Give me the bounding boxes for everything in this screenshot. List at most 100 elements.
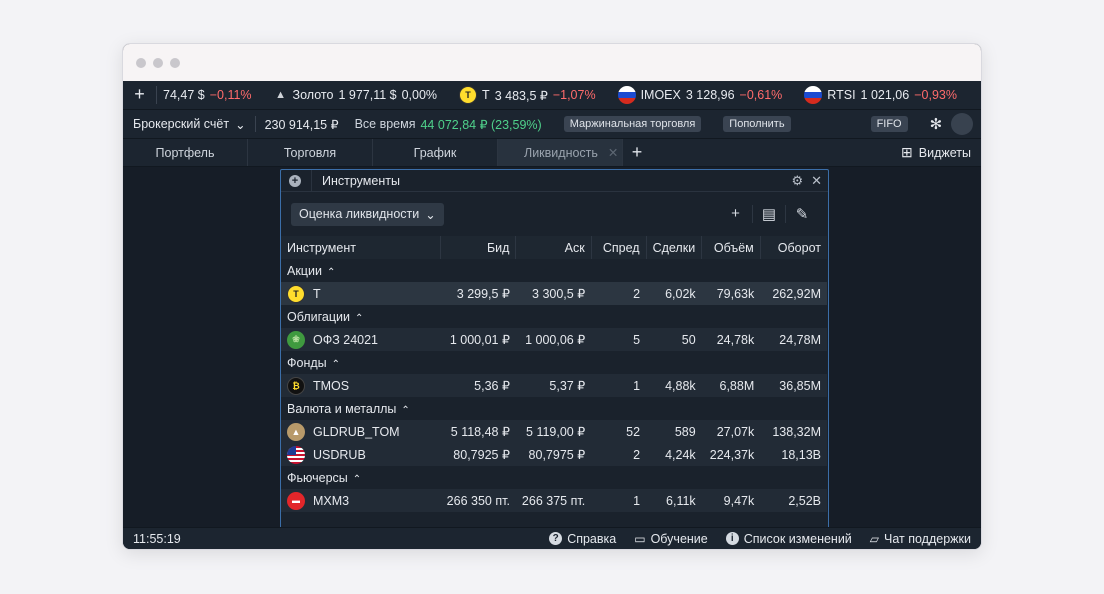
ticker-item[interactable]: ▲ Золото 1 977,11 $ 0,00% bbox=[274, 88, 437, 102]
fifo-badge[interactable]: FIFO bbox=[870, 116, 908, 132]
account-balance: 230 914,15 ₽ bbox=[264, 117, 339, 132]
window-minimize-dot[interactable] bbox=[153, 57, 163, 68]
status-links: ? Справка ▭ Обучение i Список изменений … bbox=[549, 532, 971, 546]
spread-cell: 1 bbox=[591, 489, 647, 512]
ticker-item[interactable]: IMOEX 3 128,96 −0,61% bbox=[617, 86, 783, 104]
liquidity-mode-dropdown[interactable]: Оценка ликвидности ⌄ bbox=[291, 202, 444, 226]
all-time-label[interactable]: Все время bbox=[354, 117, 416, 131]
learning-link[interactable]: ▭ Обучение bbox=[634, 532, 708, 546]
column-header-deals[interactable]: Сделки bbox=[645, 236, 702, 259]
divider bbox=[254, 116, 256, 132]
help-label: Справка bbox=[567, 531, 617, 546]
close-icon[interactable]: ✕ bbox=[811, 172, 822, 188]
account-selector-label: Брокерский счёт bbox=[133, 117, 230, 131]
tab-portfolio[interactable]: Портфель bbox=[123, 139, 248, 166]
tab-chart[interactable]: График bbox=[373, 139, 498, 166]
table-row[interactable]: ₿ TMOS 5,36 ₽ 5,37 ₽ 1 4,88k 6,88M 36,85M bbox=[281, 374, 827, 397]
widgets-button[interactable]: ⊞ Виджеты bbox=[901, 139, 981, 166]
tab-bar: Портфель Торговля График Ликвидность ✕ +… bbox=[123, 139, 981, 167]
comment-icon[interactable]: ▤ bbox=[752, 205, 785, 223]
turnover-cell: 18,13B bbox=[760, 443, 827, 466]
widget-header: + Инструменты ⚙ ✕ bbox=[281, 170, 828, 192]
chevron-up-icon: ⌃ bbox=[401, 404, 410, 416]
ask-cell: 80,7975 ₽ bbox=[515, 443, 592, 466]
column-header-bid[interactable]: Бид bbox=[440, 236, 516, 259]
ticker-price: 1 977,11 $ bbox=[338, 88, 397, 102]
bid-cell: 5 118,48 ₽ bbox=[440, 420, 516, 443]
window-close-dot[interactable] bbox=[136, 57, 146, 68]
group-label: Фьючерсы bbox=[287, 470, 348, 485]
clock: 11:55:19 bbox=[133, 531, 181, 546]
window-maximize-dot[interactable] bbox=[170, 57, 180, 68]
chevron-down-icon: ⌄ bbox=[425, 207, 436, 222]
settings-snowflake-icon[interactable]: ✻ bbox=[929, 116, 943, 133]
changelog-link[interactable]: i Список изменений bbox=[725, 531, 852, 546]
russia-flag-icon bbox=[617, 86, 636, 104]
chevron-down-icon: ⌄ bbox=[235, 117, 246, 132]
ticker-bar: + 74,47 $ −0,11% ▲ Золото 1 977,11 $ 0,0… bbox=[123, 81, 981, 110]
workspace: + Инструменты ⚙ ✕ Оценка ликвидности ⌄ +… bbox=[123, 167, 981, 529]
group-row-futures[interactable]: Фьючерсы ⌃ bbox=[281, 466, 827, 489]
plus-icon[interactable]: + bbox=[731, 205, 740, 222]
changelog-label: Список изменений bbox=[743, 531, 852, 546]
column-header-spread[interactable]: Спред bbox=[590, 236, 647, 259]
bid-cell: 266 350 пт. bbox=[440, 489, 516, 512]
ticker-item[interactable]: 74,47 $ −0,11% bbox=[163, 88, 252, 102]
spread-cell: 1 bbox=[591, 374, 647, 397]
all-time-value: 44 072,84 ₽ (23,59%) bbox=[420, 117, 542, 132]
table-row[interactable]: ❀ ОФЗ 24021 1 000,01 ₽ 1 000,06 ₽ 5 50 24… bbox=[281, 328, 827, 351]
tab-liquidity[interactable]: Ликвидность ✕ bbox=[498, 139, 623, 166]
ask-cell: 266 375 пт. bbox=[515, 489, 592, 512]
ticker-price: 3 128,96 bbox=[685, 88, 735, 102]
account-bar: Брокерский счёт ⌄ 230 914,15 ₽ Все время… bbox=[123, 110, 981, 139]
app-window: + 74,47 $ −0,11% ▲ Золото 1 977,11 $ 0,0… bbox=[122, 43, 982, 550]
group-row-bonds[interactable]: Облигации ⌃ bbox=[281, 305, 827, 328]
ticker-name: Золото bbox=[292, 88, 334, 102]
topup-button[interactable]: Пополнить bbox=[723, 116, 791, 132]
volume-cell: 224,37k bbox=[701, 443, 761, 466]
instrument-name: USDRUB bbox=[313, 447, 366, 462]
chat-bubble-icon: ▱ bbox=[869, 531, 880, 546]
group-row-funds[interactable]: Фонды ⌃ bbox=[281, 351, 827, 374]
ticker-change: −0,61% bbox=[739, 88, 783, 102]
column-header-turnover[interactable]: Оборот bbox=[759, 236, 827, 259]
deals-cell: 589 bbox=[646, 420, 702, 443]
margin-trading-button[interactable]: Маржинальная торговля bbox=[563, 116, 702, 132]
close-icon[interactable]: ✕ bbox=[607, 146, 619, 160]
ticker-change: −0,93% bbox=[914, 88, 957, 102]
table-row[interactable]: USDRUB 80,7925 ₽ 80,7975 ₽ 2 4,24k 224,3… bbox=[281, 443, 827, 466]
pencil-icon[interactable]: ✎ bbox=[785, 205, 818, 223]
add-tab-button[interactable]: + bbox=[631, 142, 643, 162]
table-row[interactable]: ▬ MXM3 266 350 пт. 266 375 пт. 1 6,11k 9,… bbox=[281, 489, 827, 512]
tab-label: Портфель bbox=[155, 145, 215, 160]
moex-futures-icon: ▬ bbox=[287, 491, 305, 510]
add-ticker-button[interactable]: + bbox=[123, 85, 157, 104]
support-chat-link[interactable]: ▱ Чат поддержки bbox=[870, 532, 971, 546]
column-header-instrument[interactable]: Инструмент bbox=[281, 236, 441, 259]
tab-trading[interactable]: Торговля bbox=[248, 139, 373, 166]
ticker-name: IMOEX bbox=[640, 88, 681, 102]
volume-cell: 27,07k bbox=[701, 420, 761, 443]
ticker-item[interactable]: RTSI 1 021,06 −0,93% bbox=[804, 86, 957, 104]
instrument-name: GLDRUB_TOM bbox=[313, 424, 400, 439]
instrument-name: ОФЗ 24021 bbox=[313, 332, 379, 347]
account-selector[interactable]: Брокерский счёт ⌄ bbox=[133, 117, 246, 132]
group-row-currency-metals[interactable]: Валюта и металлы ⌃ bbox=[281, 397, 827, 420]
column-header-ask[interactable]: Аск bbox=[515, 236, 592, 259]
ask-cell: 5 119,00 ₽ bbox=[515, 420, 592, 443]
avatar[interactable] bbox=[951, 113, 973, 135]
ofz-emblem-icon: ❀ bbox=[287, 330, 305, 349]
group-row-stocks[interactable]: Акции ⌃ bbox=[281, 259, 827, 282]
table-row[interactable]: ▲ GLDRUB_TOM 5 118,48 ₽ 5 119,00 ₽ 52 589… bbox=[281, 420, 827, 443]
info-icon: i bbox=[725, 532, 739, 545]
gold-bar-icon: ▲ bbox=[287, 422, 305, 441]
column-header-volume[interactable]: Объём bbox=[701, 236, 761, 259]
toolbar-actions: + ▤ ✎ bbox=[719, 205, 818, 223]
link-group-icon[interactable]: + bbox=[289, 174, 301, 187]
gear-icon[interactable]: ⚙ bbox=[791, 172, 804, 188]
instrument-name: MXM3 bbox=[313, 493, 350, 508]
help-link[interactable]: ? Справка bbox=[549, 532, 616, 546]
ticker-item[interactable]: T T 3 483,5 ₽ −1,07% bbox=[459, 86, 596, 104]
deals-cell: 4,88k bbox=[646, 374, 702, 397]
